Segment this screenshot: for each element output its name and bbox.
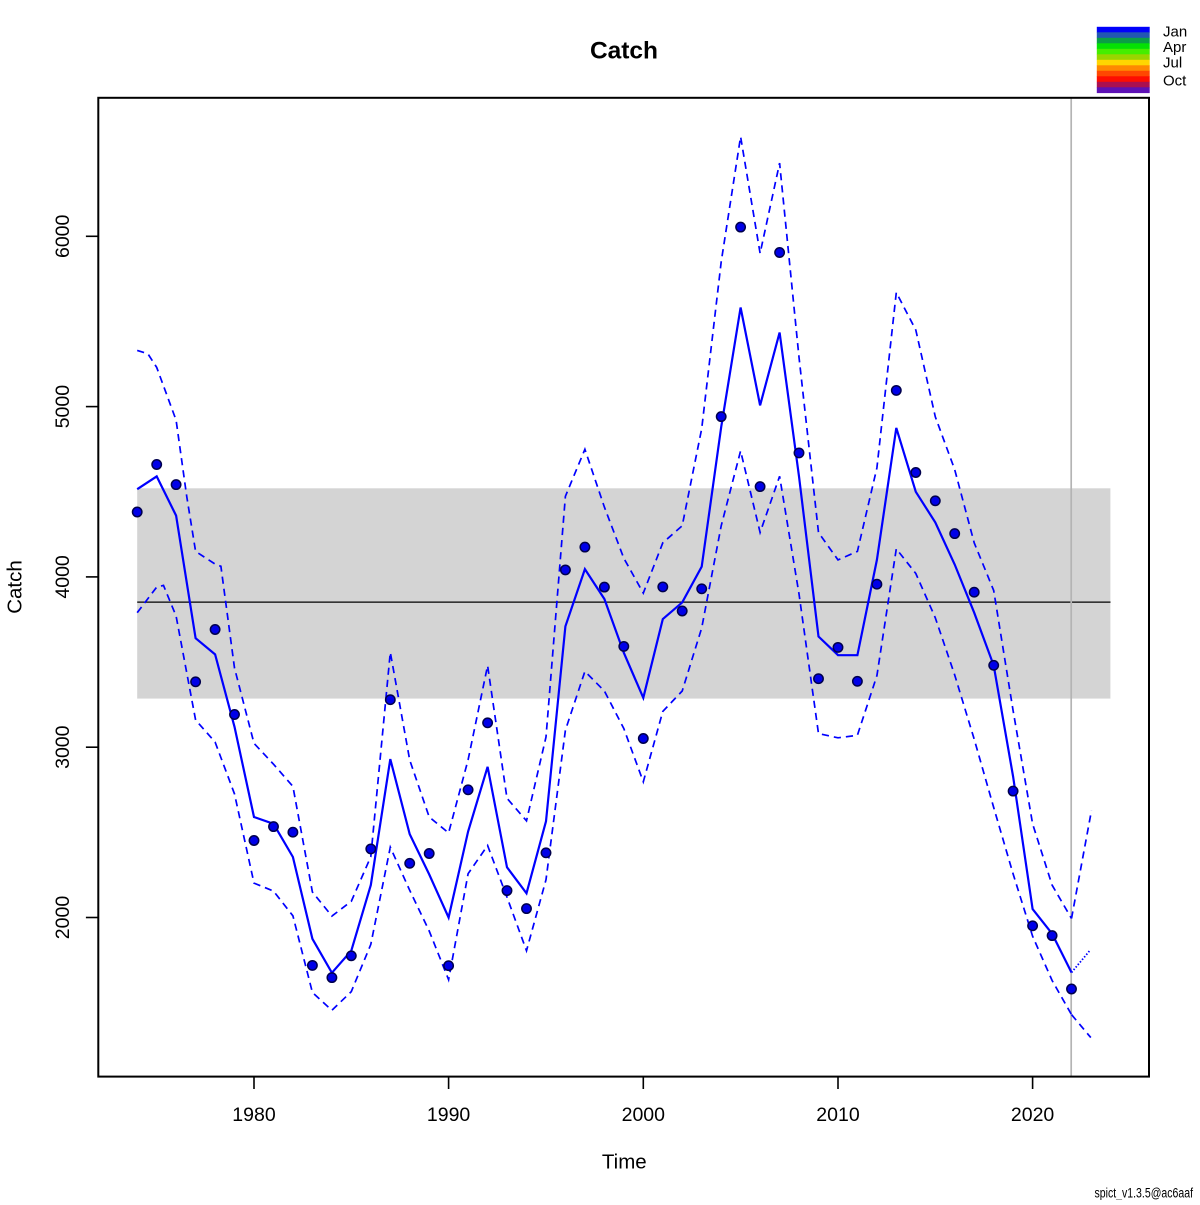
svg-text:6000: 6000 <box>52 214 74 258</box>
svg-text:2000: 2000 <box>52 896 74 940</box>
svg-text:Jan: Jan <box>1163 23 1187 40</box>
svg-text:1980: 1980 <box>232 1104 276 1126</box>
svg-text:2000: 2000 <box>622 1104 666 1126</box>
svg-text:Apr: Apr <box>1163 39 1186 56</box>
svg-text:spict_v1.3.5@ac6aaf: spict_v1.3.5@ac6aaf <box>1095 1185 1194 1200</box>
svg-text:2020: 2020 <box>1011 1104 1055 1126</box>
svg-text:Jul: Jul <box>1163 54 1182 71</box>
svg-text:Catch: Catch <box>4 560 27 614</box>
svg-text:Catch: Catch <box>590 38 658 65</box>
svg-text:4000: 4000 <box>52 555 74 599</box>
svg-text:Time: Time <box>602 1151 647 1174</box>
svg-text:1990: 1990 <box>427 1104 471 1126</box>
svg-text:Oct: Oct <box>1163 72 1187 89</box>
svg-text:5000: 5000 <box>52 385 74 429</box>
svg-text:2010: 2010 <box>816 1104 860 1126</box>
svg-text:3000: 3000 <box>52 725 74 769</box>
